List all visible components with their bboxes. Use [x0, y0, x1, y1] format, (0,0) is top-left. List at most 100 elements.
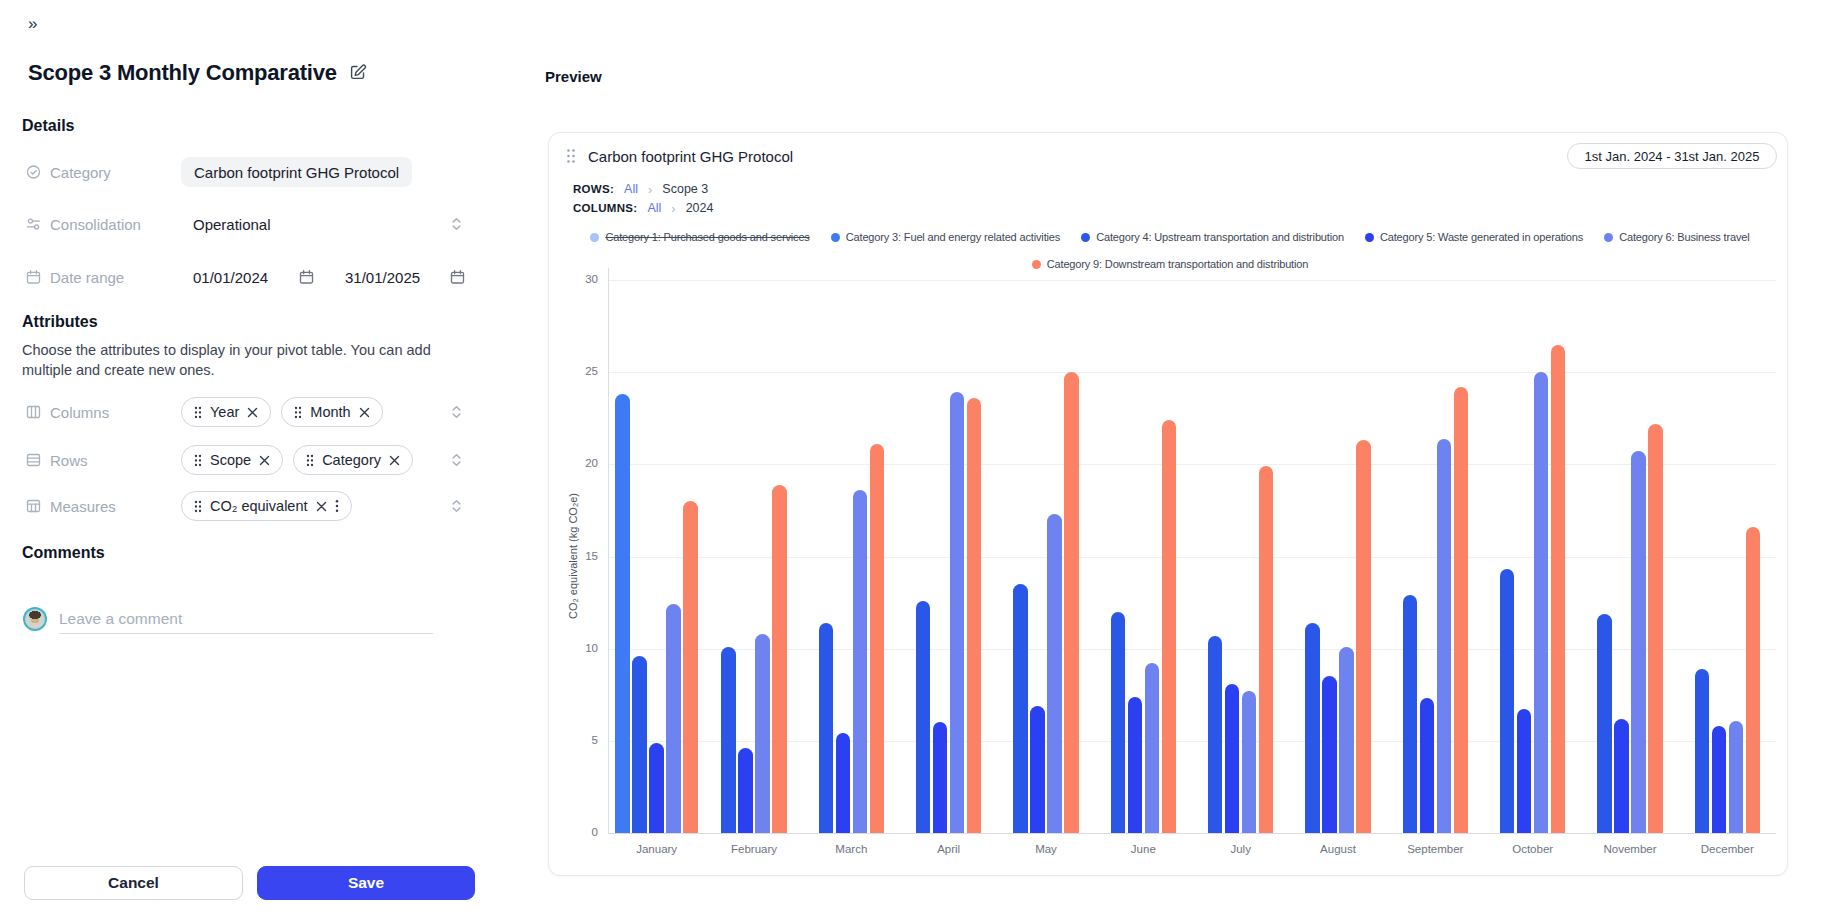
legend-dot-icon — [1081, 233, 1090, 242]
chip-label: Category — [322, 452, 381, 468]
detail-row-category: Category Carbon footprint GHG Protocol — [0, 157, 480, 187]
cancel-button[interactable]: Cancel — [24, 866, 243, 900]
gridline — [608, 280, 1776, 281]
gridline — [608, 833, 1776, 834]
columns-breadcrumb-value[interactable]: 2024 — [686, 201, 714, 215]
legend-dot-icon — [831, 233, 840, 242]
x-axis-label: February — [731, 843, 777, 855]
chip-label: CO₂ equivalent — [210, 498, 308, 514]
drag-handle-icon[interactable] — [294, 406, 302, 419]
legend-item[interactable]: Category 4: Upstream transportation and … — [1081, 231, 1344, 243]
rows-breadcrumb-value[interactable]: Scope 3 — [662, 182, 708, 196]
legend-dot-icon — [1365, 233, 1374, 242]
y-axis-tick-label: 10 — [558, 642, 598, 654]
bar-march — [870, 444, 885, 833]
date-range-chip[interactable]: 1st Jan. 2024 - 31st Jan. 2025 — [1567, 143, 1777, 169]
attribute-chip[interactable]: CO₂ equivalent — [181, 491, 352, 521]
close-icon[interactable] — [389, 455, 400, 466]
x-axis-label: January — [636, 843, 677, 855]
drag-handle-icon[interactable] — [194, 500, 202, 513]
chip-label: Scope — [210, 452, 251, 468]
bar-april — [916, 601, 931, 833]
x-axis-label: June — [1131, 843, 1156, 855]
edit-title-icon[interactable] — [349, 63, 367, 81]
drag-handle-icon[interactable] — [194, 406, 202, 419]
consolidation-select-chevrons-icon[interactable] — [450, 217, 463, 232]
y-axis-tick-label: 15 — [558, 550, 598, 562]
date-start-calendar-icon[interactable] — [299, 270, 314, 285]
date-end-value[interactable]: 31/01/2025 — [345, 269, 420, 286]
details-heading: Details — [22, 117, 74, 135]
drag-handle-icon[interactable] — [306, 454, 314, 467]
chart-title: Carbon footprint GHG Protocol — [588, 148, 793, 165]
chip-label: Year — [210, 404, 239, 420]
bar-january — [683, 501, 698, 833]
y-axis-tick-label: 0 — [558, 826, 598, 838]
close-icon[interactable] — [316, 501, 327, 512]
close-icon[interactable] — [247, 407, 258, 418]
legend-label: Category 4: Upstream transportation and … — [1096, 231, 1344, 243]
chip-label: Month — [310, 404, 350, 420]
rows-breadcrumb-all[interactable]: All — [624, 182, 638, 196]
date-start-value[interactable]: 01/01/2024 — [193, 269, 268, 286]
bar-september — [1420, 698, 1435, 833]
columns-label: Columns — [50, 404, 109, 421]
measures-icon — [26, 499, 41, 514]
columns-icon — [26, 405, 41, 420]
x-axis-label: September — [1407, 843, 1463, 855]
card-drag-handle-icon[interactable] — [566, 148, 576, 164]
close-icon[interactable] — [259, 455, 270, 466]
save-button[interactable]: Save — [257, 866, 475, 900]
date-end-calendar-icon[interactable] — [450, 270, 465, 285]
legend-item[interactable]: Category 1: Purchased goods and services — [590, 231, 809, 243]
attributes-description: Choose the attributes to display in your… — [22, 340, 434, 380]
measures-reorder-icon[interactable] — [450, 499, 463, 514]
bar-february — [738, 748, 753, 833]
bar-november — [1597, 614, 1612, 833]
legend-item[interactable]: Category 9: Downstream transportation an… — [1032, 258, 1309, 270]
consolidation-value[interactable]: Operational — [193, 216, 271, 233]
avatar — [23, 607, 47, 631]
page-title: Scope 3 Monthly Comparative — [28, 60, 337, 86]
rows-reorder-icon[interactable] — [450, 453, 463, 468]
drag-handle-icon[interactable] — [194, 454, 202, 467]
legend-dot-icon — [590, 233, 599, 242]
bar-november — [1648, 424, 1663, 833]
attribute-chip[interactable]: Year — [181, 397, 271, 427]
comment-input[interactable] — [59, 604, 433, 634]
rows-icon — [26, 453, 41, 468]
bar-december — [1712, 726, 1727, 833]
comments-heading: Comments — [22, 544, 105, 562]
legend-item[interactable]: Category 3: Fuel and energy related acti… — [831, 231, 1060, 243]
columns-reorder-icon[interactable] — [450, 405, 463, 420]
preview-heading: Preview — [545, 68, 602, 85]
bar-december — [1695, 669, 1710, 833]
close-icon[interactable] — [359, 407, 370, 418]
bar-july — [1208, 636, 1223, 833]
x-axis-label: May — [1035, 843, 1057, 855]
attribute-row-rows: Rows ScopeCategory — [0, 445, 480, 475]
bar-june — [1145, 663, 1160, 833]
kebab-menu-icon[interactable] — [335, 499, 339, 513]
collapse-sidebar-button[interactable]: » — [28, 14, 37, 34]
attribute-chip[interactable]: Month — [281, 397, 382, 427]
bar-november — [1614, 719, 1629, 833]
columns-breadcrumb-all[interactable]: All — [647, 201, 661, 215]
bar-march — [836, 733, 851, 833]
attribute-chip[interactable]: Category — [293, 445, 413, 475]
attribute-chip[interactable]: Scope — [181, 445, 283, 475]
chevron-right-icon: › — [648, 182, 652, 197]
category-value-chip[interactable]: Carbon footprint GHG Protocol — [181, 157, 412, 187]
bar-november — [1631, 451, 1646, 833]
bar-august — [1322, 676, 1337, 833]
legend-item[interactable]: Category 5: Waste generated in operation… — [1365, 231, 1583, 243]
consolidation-label: Consolidation — [50, 216, 141, 233]
bar-january — [666, 604, 681, 833]
bar-may — [1064, 372, 1079, 833]
legend-item[interactable]: Category 6: Business travel — [1604, 231, 1749, 243]
legend-label: Category 9: Downstream transportation an… — [1047, 258, 1309, 270]
bar-april — [967, 398, 982, 833]
attribute-row-measures: Measures CO₂ equivalent — [0, 491, 480, 521]
x-axis-label: March — [835, 843, 867, 855]
bar-august — [1356, 440, 1371, 833]
